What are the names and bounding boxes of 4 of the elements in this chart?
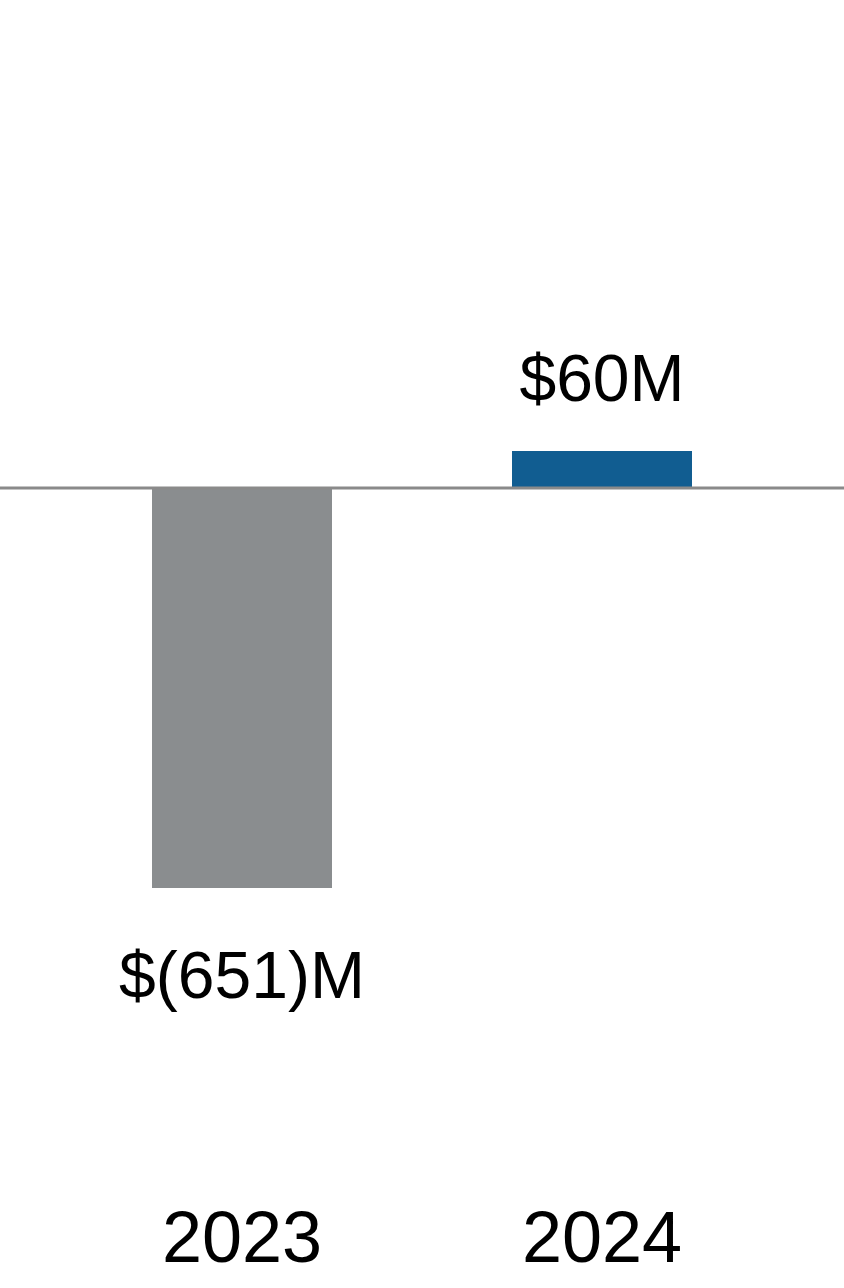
data-label: $60M — [519, 341, 685, 415]
x-tick-label: 2023 — [161, 1197, 323, 1277]
x-tick-label: 2024 — [521, 1197, 683, 1277]
data-label: $(651)M — [119, 938, 365, 1012]
